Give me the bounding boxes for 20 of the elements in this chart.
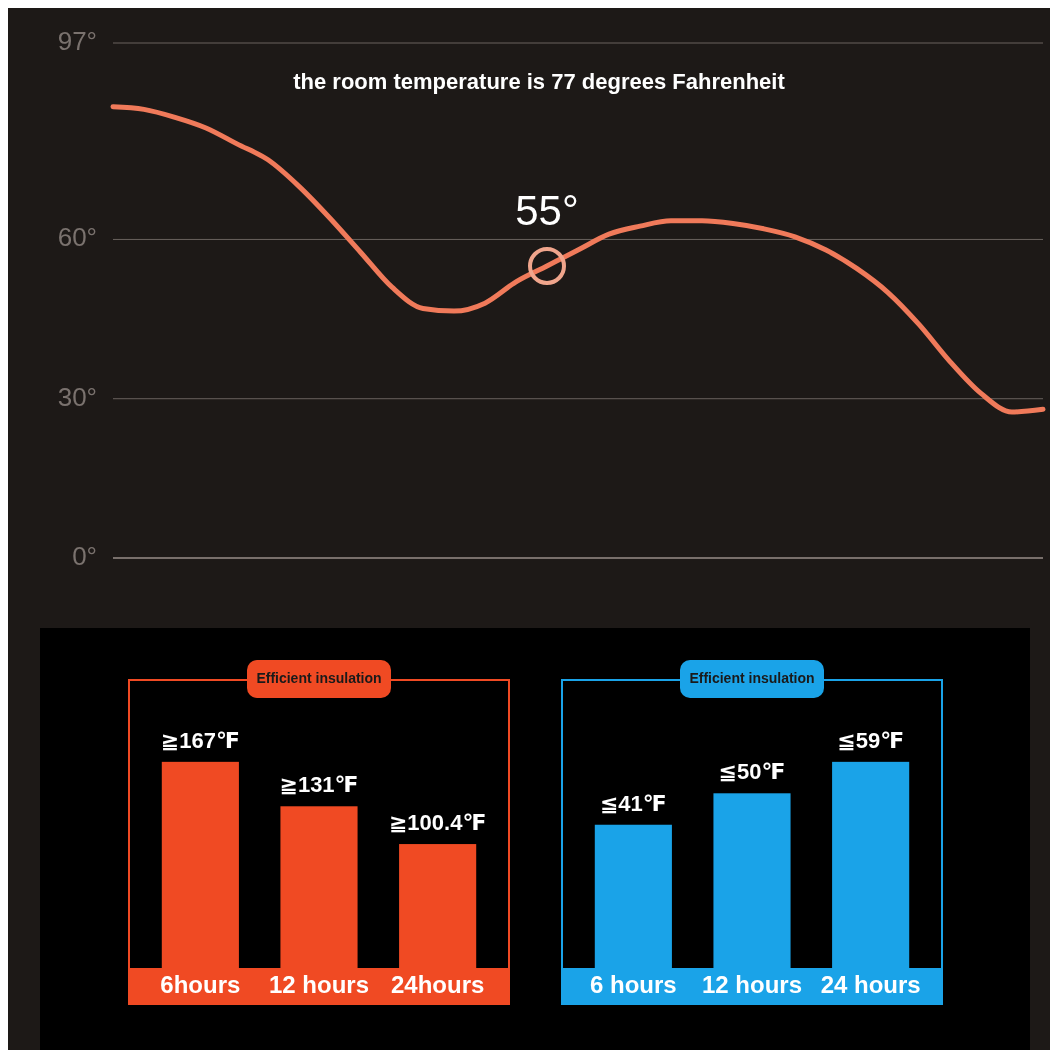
data-label: ≦59℉ — [837, 727, 905, 753]
data-label: ≧100.4℉ — [388, 810, 487, 836]
text: the room temperature is 77 degrees Fahrenheit — [293, 68, 786, 94]
data-label: ≦50℉ — [718, 759, 786, 785]
chart-title: Efficient insulation — [689, 669, 815, 686]
x-tick-label: 12 hours — [701, 971, 803, 999]
x-tick-label: 6 hours — [590, 971, 677, 999]
y-tick-label: 60° — [57, 222, 97, 253]
x-tick-label: 24hours — [390, 971, 485, 999]
data-label: ≦41℉ — [599, 790, 667, 816]
y-tick-label: 97° — [57, 25, 97, 56]
x-tick-label: 6hours — [160, 971, 241, 999]
data-label: ≧167℉ — [160, 727, 240, 753]
annotation: 55° — [515, 187, 579, 235]
x-tick-label: 12 hours — [268, 971, 370, 999]
data-label: ≧131℉ — [279, 772, 359, 798]
y-tick-label: 30° — [57, 381, 97, 412]
chart-title: Efficient insulation — [256, 669, 382, 686]
x-tick-label: 24 hours — [820, 971, 921, 999]
y-tick-label: 0° — [72, 540, 97, 571]
